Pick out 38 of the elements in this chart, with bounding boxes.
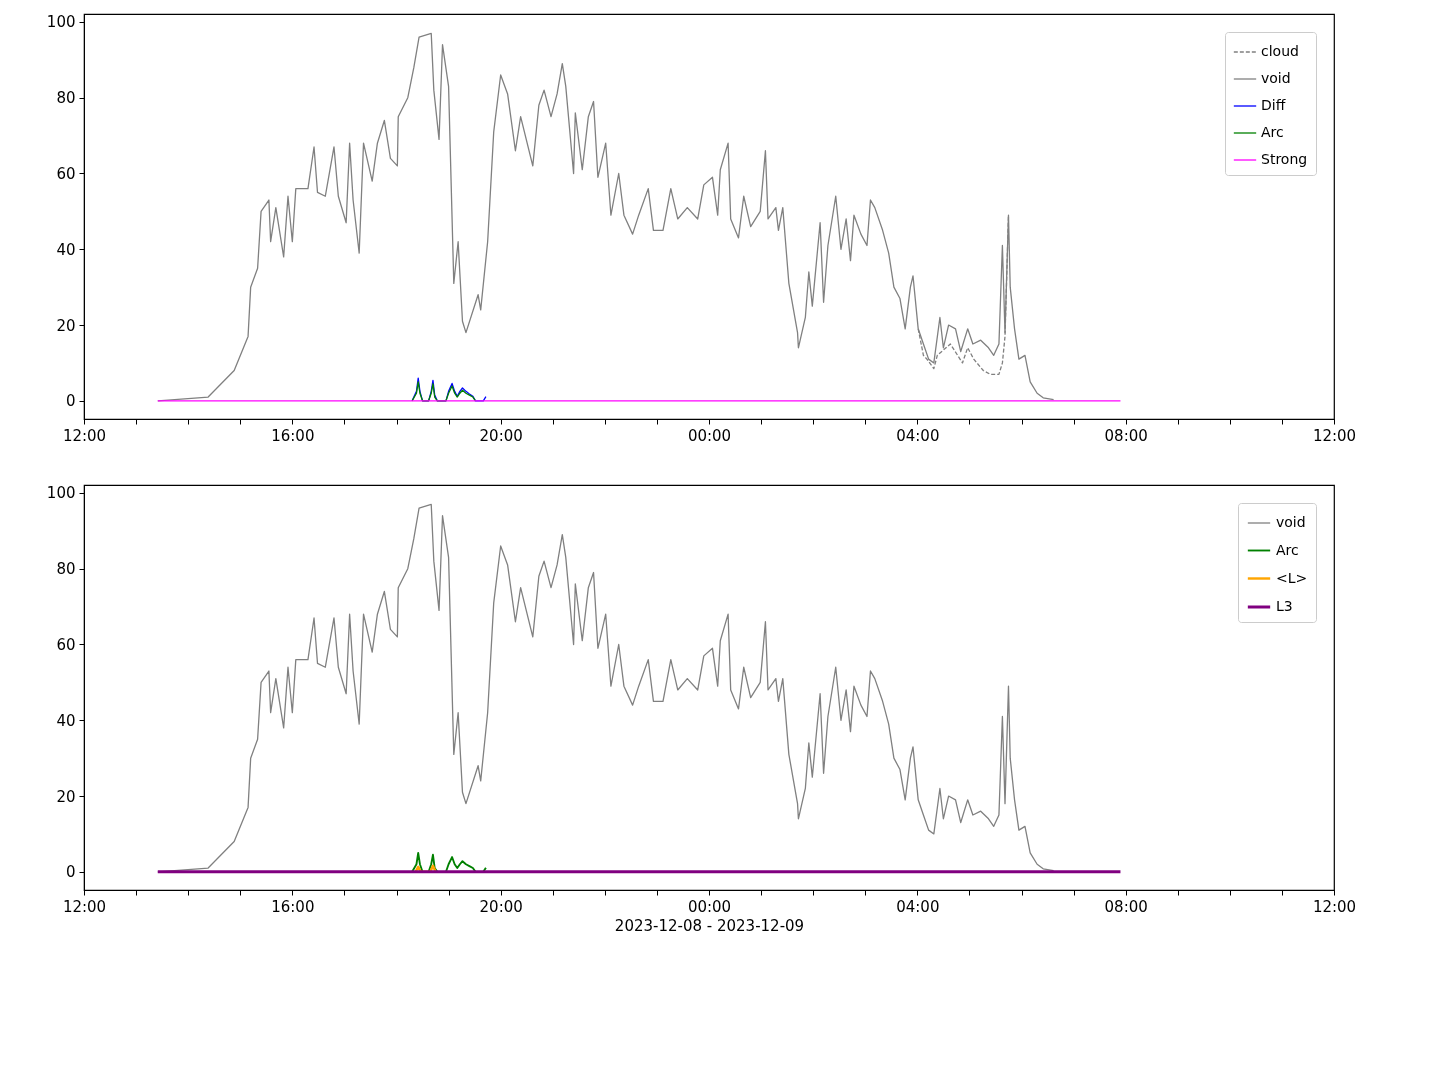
legend-label: cloud: [1261, 43, 1299, 59]
x-tick-label: 00:00: [687, 897, 732, 916]
y-tick-label: 60: [56, 636, 76, 654]
legend-label: L3: [1276, 598, 1293, 614]
x-tick-label: 12:00: [62, 897, 107, 916]
y-tick-label: 60: [56, 165, 76, 183]
x-tick-label: 12:00: [1312, 426, 1357, 445]
legend-label: Arc: [1261, 124, 1284, 140]
y-tick-label: 20: [56, 787, 76, 806]
x-tick-label: 20:00: [479, 426, 523, 445]
y-tick-label: 80: [56, 560, 76, 579]
y-tick-label: 40: [56, 240, 76, 259]
legend-label: Strong: [1261, 151, 1308, 167]
legend-label: Diff: [1261, 97, 1286, 113]
y-tick-label: 20: [56, 316, 76, 335]
x-tick-label: 08:00: [1104, 897, 1148, 916]
line-series: [411, 851, 487, 873]
x-axis-title: 2023-12-08 - 2023-12-09: [614, 916, 805, 935]
legend-label: void: [1276, 514, 1306, 530]
y-tick-label: 40: [56, 711, 76, 730]
y-tick-label: 100: [46, 484, 76, 503]
y-tick-label: 80: [56, 89, 76, 108]
y-tick-label: 100: [46, 13, 76, 32]
y-tick-label: 0: [65, 392, 76, 411]
x-tick-label: 20:00: [479, 897, 523, 916]
legend-label: <L>: [1276, 569, 1308, 586]
x-tick-label: 12:00: [62, 426, 107, 445]
x-tick-label: 00:00: [687, 426, 732, 445]
x-tick-label: 04:00: [896, 897, 940, 916]
line-series: [411, 381, 477, 402]
x-tick-label: 12:00: [1312, 897, 1357, 916]
x-tick-label: 16:00: [271, 897, 315, 916]
x-tick-label: 04:00: [896, 426, 940, 445]
x-tick-label: 08:00: [1104, 426, 1148, 445]
legend-label: Arc: [1276, 541, 1299, 558]
x-tick-label: 16:00: [271, 426, 315, 445]
legend-label: void: [1261, 70, 1291, 86]
y-tick-label: 0: [65, 863, 76, 882]
